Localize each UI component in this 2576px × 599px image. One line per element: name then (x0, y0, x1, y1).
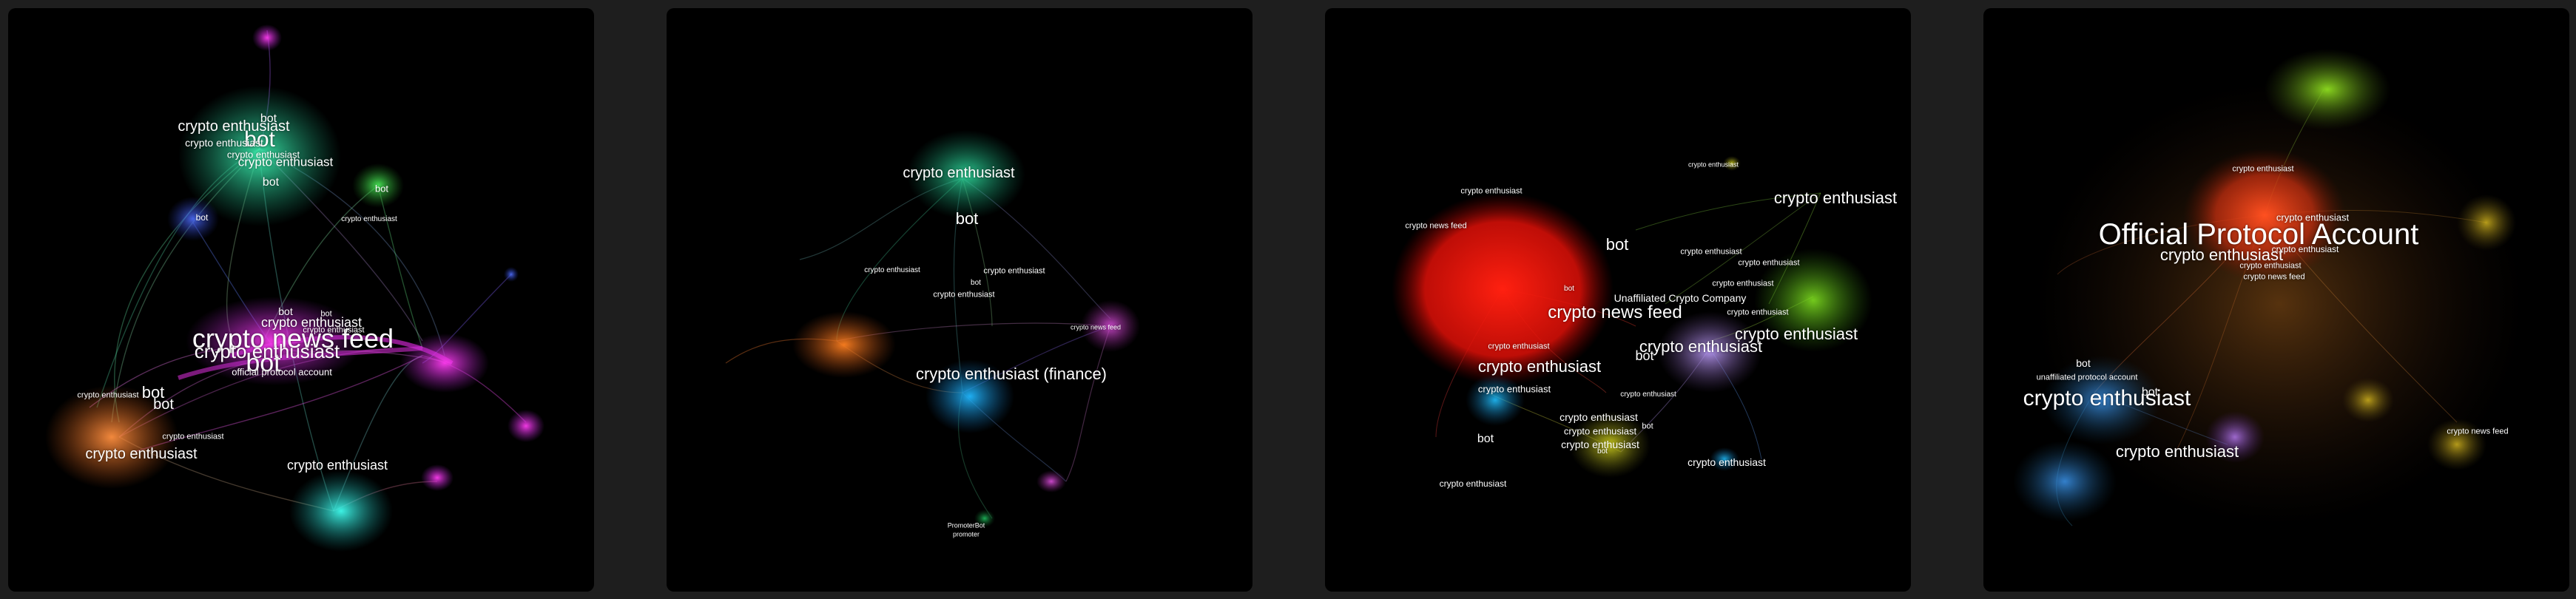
node-label: crypto enthusiast (903, 165, 1015, 181)
node-label: crypto enthusiast (2276, 211, 2350, 223)
network-panel-3: crypto enthusiast crypto news feed bot c… (1325, 8, 1911, 592)
network-graph-3 (1392, 156, 1872, 478)
node-label: crypto enthusiast (1734, 325, 1858, 343)
node-label: crypto enthusiast (1439, 478, 1507, 489)
node-label: crypto enthusiast (286, 458, 388, 473)
node-label: crypto enthusiast (2271, 244, 2339, 254)
node-label: crypto enthusiast (2239, 261, 2302, 271)
node-label: bot (244, 127, 275, 152)
node-label: crypto enthusiast (85, 446, 198, 462)
node-label: bot (1635, 348, 1654, 363)
node-label: crypto enthusiast (178, 118, 290, 135)
network-graph-1 (45, 24, 544, 552)
node-label: crypto enthusiast (2115, 442, 2239, 461)
node-label: crypto enthusiast (77, 390, 139, 400)
node-label: bot (195, 212, 209, 223)
node-label: crypto enthusiast (1738, 258, 1800, 268)
node-label: bot (141, 383, 165, 402)
node-label: crypto enthusiast (2232, 164, 2294, 174)
node-label: bot (2141, 386, 2159, 399)
network-graph-4 (2013, 49, 2523, 527)
node-label: crypto enthusiast (1639, 337, 1763, 356)
node-label: crypto enthusiast (864, 266, 920, 274)
node-label: bot (1564, 285, 1574, 293)
node-label: bot (1642, 422, 1653, 431)
node-label: crypto enthusiast (2159, 246, 2284, 264)
node-label: crypto enthusiast (1477, 357, 1602, 376)
node-label: crypto enthusiast (1477, 383, 1551, 395)
node-label: crypto enthusiast (1712, 279, 1774, 288)
node-label: crypto enthusiast (933, 290, 995, 300)
node-label: official protocol account (232, 366, 332, 378)
node-label: crypto news feed (2447, 427, 2509, 436)
node-label: bot (246, 349, 281, 377)
node-label: crypto enthusiast (226, 149, 300, 160)
node-label: crypto enthusiast (1488, 342, 1550, 351)
node-label: crypto enthusiast (1687, 160, 1739, 169)
node-label: crypto enthusiast (1563, 425, 1637, 437)
node-label: crypto enthusiast (983, 266, 1045, 276)
node-label: crypto enthusiast (260, 315, 363, 330)
node-label: crypto enthusiast (341, 215, 397, 223)
node-label: crypto news feed (1405, 221, 1467, 231)
node-label: bot (2076, 357, 2091, 369)
node-label: crypto enthusiast (1680, 247, 1742, 257)
network-graph-2 (725, 130, 1140, 527)
node-label: bot (971, 279, 981, 287)
network-panel-1: crypto news feed bot crypto enthusiast c… (8, 8, 594, 592)
node-label: crypto enthusiast (1687, 456, 1766, 468)
node-label: crypto news feed (1070, 323, 1122, 331)
network-panel-2: crypto enthusiast crypto enthusiast bot … (667, 8, 1252, 592)
node-label: crypto enthusiast (194, 340, 340, 362)
node-label: Unaffiliated Crypto Company (1614, 292, 1747, 304)
node-label: crypto enthusiast (1727, 308, 1789, 317)
node-label: bot (1605, 235, 1629, 254)
node-label: crypto news feed (2243, 272, 2305, 282)
node-label: crypto enthusiast (1620, 390, 1676, 399)
node-label: crypto enthusiast (162, 432, 224, 441)
node-label: bot (260, 112, 277, 125)
node-label: crypto enthusiast (2023, 386, 2191, 410)
node-label: crypto enthusiast (finance) (915, 365, 1107, 383)
node-label: Official Protocol Account (2098, 218, 2419, 251)
node-label: bot (1477, 433, 1494, 445)
node-label: crypto enthusiast (1460, 186, 1523, 196)
node-label: crypto enthusiast (185, 137, 263, 149)
node-label: crypto enthusiast (1773, 189, 1898, 207)
node-label: crypto enthusiast (1560, 411, 1638, 423)
node-label: bot (320, 309, 332, 319)
node-label: crypto news feed (1548, 302, 1682, 322)
node-label: PromoterBot (947, 521, 985, 529)
node-label: unaffiliated protocol account (2036, 373, 2138, 382)
network-panel-4: Official Protocol Account crypto enthusi… (1983, 8, 2569, 592)
node-label: promoter (952, 530, 980, 538)
node-label: bot (374, 183, 389, 194)
node-label: bot (262, 176, 280, 189)
node-label: bot (278, 305, 293, 317)
node-label: crypto enthusiast (303, 325, 365, 335)
node-label: crypto enthusiast (237, 155, 334, 169)
node-label: crypto enthusiast (1561, 439, 1639, 450)
node-label: bot (1597, 447, 1608, 456)
node-label: crypto news feed (192, 323, 394, 353)
node-label: bot (153, 396, 174, 413)
node-label: bot (955, 209, 979, 228)
